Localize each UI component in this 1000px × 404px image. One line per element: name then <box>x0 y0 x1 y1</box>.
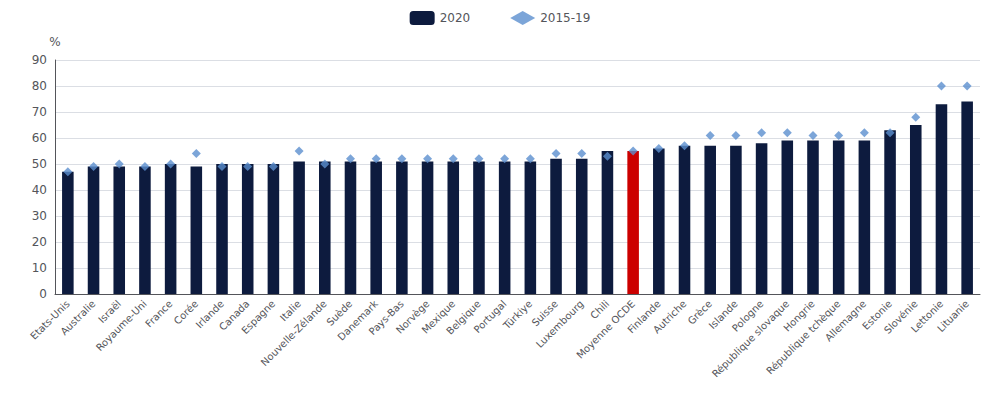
svg-text:Islande: Islande <box>706 298 740 332</box>
svg-text:30: 30 <box>32 209 47 223</box>
svg-text:Türkiye: Türkiye <box>500 298 534 332</box>
svg-text:Suisse: Suisse <box>529 298 560 329</box>
svg-text:20: 20 <box>32 235 47 249</box>
svg-text:Chili: Chili <box>588 298 611 321</box>
svg-text:Finlande: Finlande <box>625 298 663 336</box>
svg-text:Nouvelle-Zélande: Nouvelle-Zélande <box>259 298 329 368</box>
svg-text:40: 40 <box>32 183 47 197</box>
svg-text:Espagne: Espagne <box>239 298 277 336</box>
svg-text:70: 70 <box>32 105 47 119</box>
svg-text:Suède: Suède <box>324 298 355 328</box>
svg-text:Irlande: Irlande <box>193 298 226 331</box>
svg-text:Hongrie: Hongrie <box>781 298 817 334</box>
svg-text:Israël: Israël <box>96 298 124 326</box>
svg-text:Lituanie: Lituanie <box>935 298 971 334</box>
svg-text:République tchèque: République tchèque <box>764 298 843 377</box>
svg-text:Moyenne OCDE: Moyenne OCDE <box>574 298 637 361</box>
svg-text:Pays-Bas: Pays-Bas <box>366 298 406 338</box>
svg-text:%: % <box>49 35 60 49</box>
svg-text:Canada: Canada <box>216 298 252 333</box>
svg-text:Corée: Corée <box>171 298 201 327</box>
svg-text:Autriche: Autriche <box>651 298 688 335</box>
svg-text:2020: 2020 <box>440 11 471 25</box>
svg-text:Grèce: Grèce <box>685 298 715 327</box>
svg-text:2015-19: 2015-19 <box>540 11 590 25</box>
svg-text:Italie: Italie <box>277 298 303 324</box>
svg-text:60: 60 <box>32 131 47 145</box>
svg-text:10: 10 <box>32 261 47 275</box>
svg-text:Portugal: Portugal <box>472 298 509 335</box>
svg-text:0: 0 <box>39 287 47 301</box>
svg-text:Lettonie: Lettonie <box>908 298 946 335</box>
svg-text:Belgique: Belgique <box>444 298 483 337</box>
svg-text:Norvège: Norvège <box>393 298 432 336</box>
svg-text:Slovénie: Slovénie <box>881 298 920 336</box>
svg-text:Estonie: Estonie <box>860 298 894 332</box>
svg-text:80: 80 <box>32 79 47 93</box>
svg-text:Allemagne: Allemagne <box>823 298 868 343</box>
svg-text:Australie: Australie <box>58 298 97 337</box>
svg-text:Danemark: Danemark <box>335 298 381 343</box>
svg-text:République slovaque: République slovaque <box>709 298 792 380</box>
svg-text:50: 50 <box>32 157 47 171</box>
svg-text:France: France <box>143 298 174 329</box>
svg-text:Luxembourg: Luxembourg <box>534 298 586 350</box>
svg-text:Etats-Unis: Etats-Unis <box>28 298 72 342</box>
svg-text:Royaume-Uni: Royaume-Uni <box>94 298 149 353</box>
svg-text:Mexique: Mexique <box>419 298 458 336</box>
svg-text:Pologne: Pologne <box>729 298 766 334</box>
svg-text:90: 90 <box>32 53 47 67</box>
